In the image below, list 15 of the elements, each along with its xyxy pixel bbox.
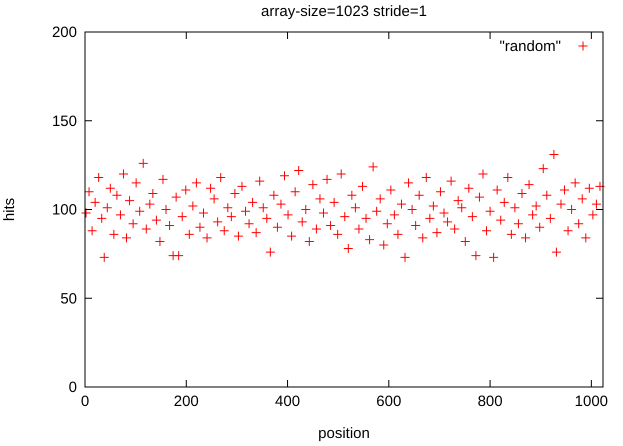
x-tick-label: 200 [174,393,199,410]
legend-label: "random" [499,38,561,55]
y-tick-label: 150 [52,112,77,130]
x-axis-title: position [318,425,370,442]
x-tick-label: 1000 [574,393,608,410]
x-tick-label: 400 [275,393,300,410]
x-tick-label: 600 [376,393,402,410]
chart-title: array-size=1023 stride=1 [261,3,427,20]
y-tick-label: 200 [52,24,77,41]
x-tick-label: 0 [80,393,90,410]
y-tick-label: 0 [68,379,77,396]
y-axis-title: hits [1,198,18,222]
x-tick-label: 800 [478,393,503,410]
y-tick-label: 100 [52,202,77,218]
y-tick-label: 50 [60,290,77,308]
